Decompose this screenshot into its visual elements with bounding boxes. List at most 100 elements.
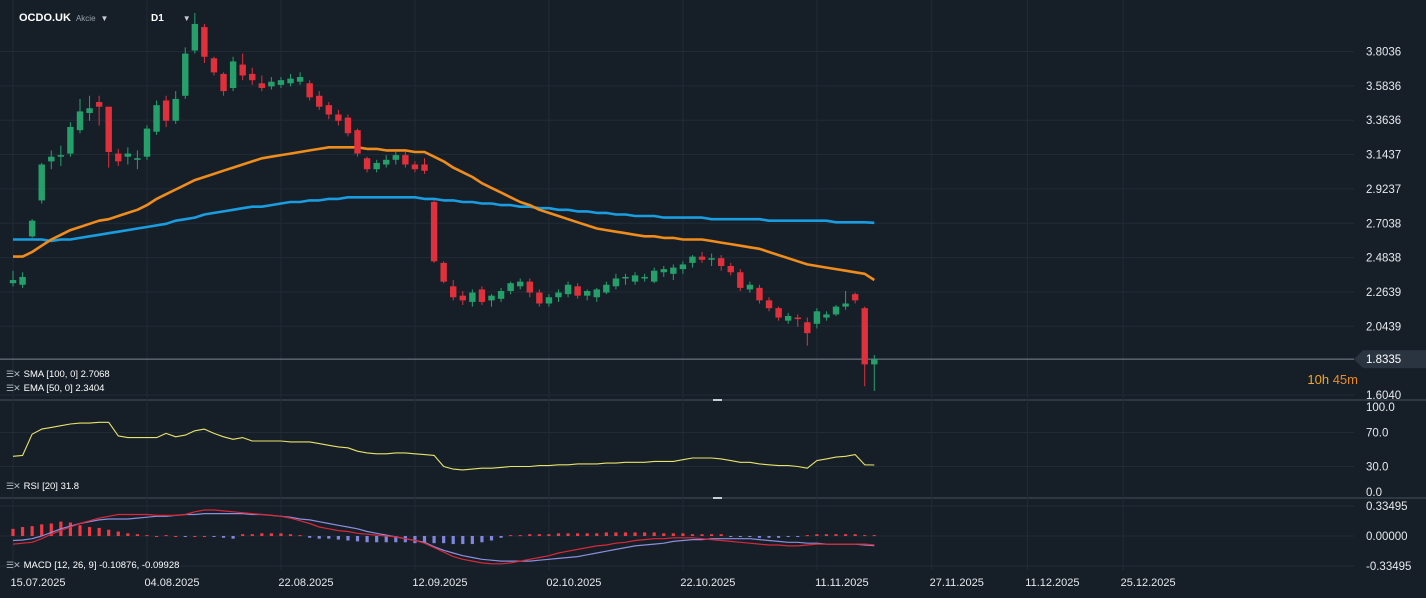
candle-body	[258, 83, 266, 88]
candle	[804, 317, 811, 346]
ema-legend[interactable]: ☰✕ EMA [50, 0] 2.3404	[6, 383, 104, 394]
y-tick-label: 2.9237	[1366, 184, 1401, 196]
candle-body	[650, 270, 658, 282]
macd-histogram-bar	[662, 533, 666, 536]
candle-body	[411, 164, 419, 170]
symbol-selector[interactable]: OCDO.UK Akcie ▼	[19, 10, 108, 26]
macd-histogram-bar	[537, 534, 541, 536]
candle	[383, 155, 390, 168]
macd-histogram-bar	[556, 533, 561, 536]
macd-histogram-bar	[872, 535, 876, 537]
candle-body	[832, 306, 840, 315]
macd-histogram-bar	[78, 525, 82, 536]
rsi-legend-label: RSI [20] 31.8	[23, 481, 80, 492]
x-tick-label: 02.10.2025	[546, 577, 601, 589]
candle	[134, 150, 141, 170]
candle	[392, 152, 399, 165]
settings-icon[interactable]: ☰✕	[6, 560, 21, 570]
timeframe-label: D1	[151, 12, 164, 24]
y-tick-label: 3.5836	[1366, 81, 1401, 93]
candle	[287, 73, 294, 87]
candle	[842, 290, 849, 310]
candle-body	[507, 283, 514, 291]
candle	[450, 280, 457, 301]
symbol-dropdown-icon[interactable]: ▼	[100, 13, 109, 23]
candle-body	[306, 83, 313, 98]
rsi-tick-label: 100.0	[1366, 402, 1395, 414]
ema-line	[13, 146, 876, 282]
macd-histogram-bar	[757, 536, 762, 538]
candle-body	[421, 164, 428, 171]
candle	[469, 289, 476, 307]
macd-histogram-bar	[68, 522, 73, 536]
candle	[794, 314, 801, 327]
candle	[765, 297, 773, 312]
instrument-type-label: Akcie	[75, 13, 96, 23]
macd-histogram-bar	[260, 533, 264, 536]
candle-body	[756, 287, 763, 301]
candle-body	[210, 58, 218, 73]
candle	[641, 273, 648, 282]
candle-body	[9, 280, 17, 284]
candle-body	[622, 276, 629, 279]
candle-body	[277, 80, 285, 85]
candle-body	[182, 53, 189, 96]
x-tick-label: 22.08.2025	[278, 577, 333, 589]
candle	[727, 262, 734, 276]
macd-histogram-bar	[231, 536, 235, 539]
macd-histogram-bar	[355, 536, 360, 542]
candle	[708, 253, 715, 267]
candle-body	[430, 201, 438, 262]
candle-body	[612, 278, 620, 287]
candle-body	[536, 292, 543, 304]
candle-body	[727, 266, 734, 273]
candle	[478, 286, 486, 306]
candle-body	[162, 100, 170, 121]
sma-legend[interactable]: ☰✕ SMA [100, 0] 2.7068	[6, 369, 110, 380]
candle-body	[698, 256, 706, 260]
candle	[871, 355, 878, 391]
y-tick-label: 2.7038	[1366, 218, 1401, 230]
timeframe-dropdown-icon[interactable]: ▼	[182, 13, 191, 23]
macd-histogram-bar	[767, 536, 771, 538]
macd-legend[interactable]: ☰✕ MACD [12, 26, 9] -0.10876, -0.09928	[6, 560, 179, 571]
candle-body	[268, 81, 275, 87]
candle	[612, 273, 620, 290]
macd-histogram-bar	[614, 532, 618, 536]
macd-histogram-bar	[815, 534, 819, 536]
candle	[220, 72, 227, 96]
candle	[115, 148, 122, 167]
candle-body	[249, 73, 256, 81]
settings-icon[interactable]: ☰✕	[6, 369, 21, 379]
macd-histogram-bar	[107, 529, 111, 536]
candle-body	[641, 276, 648, 279]
candle	[277, 77, 285, 88]
y-tick-label: 3.1437	[1366, 150, 1401, 162]
candle	[813, 308, 821, 329]
candle-body	[478, 289, 486, 302]
countdown-hours-unit: h	[1321, 372, 1330, 387]
candle	[249, 67, 256, 85]
candle	[650, 267, 658, 284]
candle	[335, 109, 342, 126]
candle	[459, 290, 466, 306]
y-tick-label: 2.4838	[1366, 253, 1401, 265]
candle-body	[86, 108, 93, 113]
settings-icon[interactable]: ☰✕	[6, 481, 21, 491]
candle	[784, 312, 792, 324]
macd-histogram-bar	[729, 536, 733, 537]
rsi-legend[interactable]: ☰✕ RSI [20] 31.8	[6, 481, 79, 492]
candle	[402, 152, 409, 168]
candle	[19, 272, 26, 288]
candle-body	[794, 317, 801, 320]
candle	[631, 272, 639, 285]
y-tick-label: 3.8036	[1366, 47, 1401, 59]
candle-body	[555, 292, 562, 298]
candle	[861, 306, 868, 387]
settings-icon[interactable]: ☰✕	[6, 383, 21, 393]
candle-body	[670, 267, 677, 274]
candle	[296, 72, 304, 85]
candle	[603, 281, 610, 295]
timeframe-selector[interactable]: D1 ▼	[151, 10, 191, 26]
